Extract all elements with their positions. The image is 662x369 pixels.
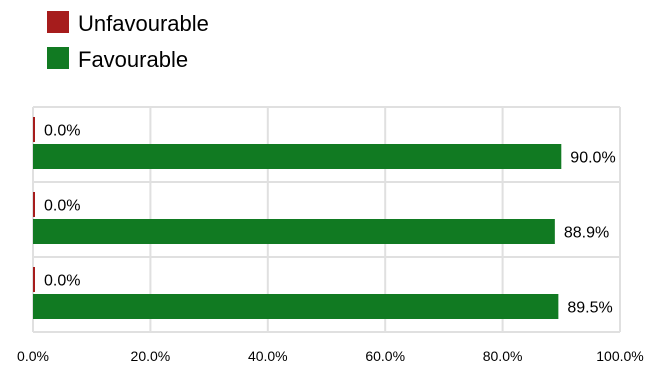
bar-unfavourable [33,267,35,292]
bar-favourable [33,144,562,169]
data-label-favourable: 90.0% [570,150,615,167]
bars [33,117,562,319]
x-axis: 0.0% 20.0% 40.0% 60.0% 80.0% 100.0% [17,348,644,364]
data-label-unfavourable: 0.0% [44,123,80,140]
data-labels: 0.0% 0.0% 0.0% 90.0% 88.9% 89.5% [44,123,616,317]
x-tick-label: 60.0% [365,348,405,364]
bar-favourable [33,294,559,319]
legend-swatch-favourable [47,47,69,69]
bar-unfavourable [33,117,35,142]
legend-label-favourable: Favourable [78,47,188,72]
x-tick-label: 80.0% [483,348,523,364]
data-label-unfavourable: 0.0% [44,198,80,215]
legend: Unfavourable Favourable [47,11,209,72]
legend-label-unfavourable: Unfavourable [78,11,209,36]
x-tick-label: 40.0% [248,348,288,364]
bar-favourable [33,219,555,244]
x-tick-label: 20.0% [131,348,171,364]
data-label-favourable: 89.5% [567,300,612,317]
data-label-unfavourable: 0.0% [44,273,80,290]
legend-swatch-unfavourable [47,11,69,33]
x-tick-label: 0.0% [17,348,49,364]
data-label-favourable: 88.9% [564,225,609,242]
bar-unfavourable [33,192,35,217]
x-tick-label: 100.0% [596,348,643,364]
